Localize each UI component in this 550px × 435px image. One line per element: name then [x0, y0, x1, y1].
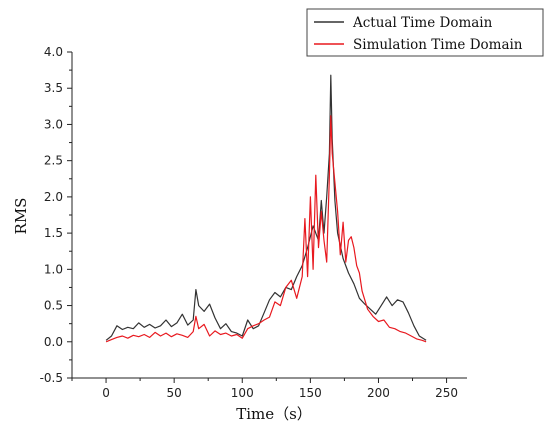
y-tick-label: 3.5	[44, 81, 63, 95]
series-group	[105, 74, 427, 343]
axes: -0.5 0.0 0.5 1.0 1.5 2.0 2.5 3.0 3.5 4.0 0 50 100 150…	[40, 45, 467, 400]
y-axis-title: RMS	[12, 198, 30, 235]
y-tick-label: -0.5	[40, 371, 63, 385]
x-tick-label: 150	[299, 386, 322, 400]
x-tick-label: 50	[167, 386, 182, 400]
x-axis-title: Time（s）	[236, 405, 312, 423]
y-tick-label: 1.5	[44, 226, 63, 240]
y-tick-label: 4.0	[44, 45, 63, 59]
x-tick-label: 100	[231, 386, 254, 400]
x-tick-label: 250	[435, 386, 458, 400]
x-tick-label: 0	[102, 386, 110, 400]
y-tick-label: 1.0	[44, 262, 63, 276]
legend: Actual Time Domain Simulation Time Domai…	[306, 8, 544, 57]
legend-label-actual: Actual Time Domain	[352, 15, 493, 31]
y-tick-label: 2.5	[44, 154, 63, 168]
legend-box	[306, 8, 544, 57]
y-tick-label: 2.0	[44, 190, 63, 204]
y-tick-label: 0.5	[44, 299, 63, 313]
y-tick-label: 3.0	[44, 117, 63, 131]
series-line-actual	[105, 74, 427, 341]
x-tick-label: 200	[367, 386, 390, 400]
y-tick-label: 0.0	[44, 335, 63, 349]
series-line-simulation	[105, 115, 427, 343]
legend-label-simulation: Simulation Time Domain	[353, 37, 523, 53]
